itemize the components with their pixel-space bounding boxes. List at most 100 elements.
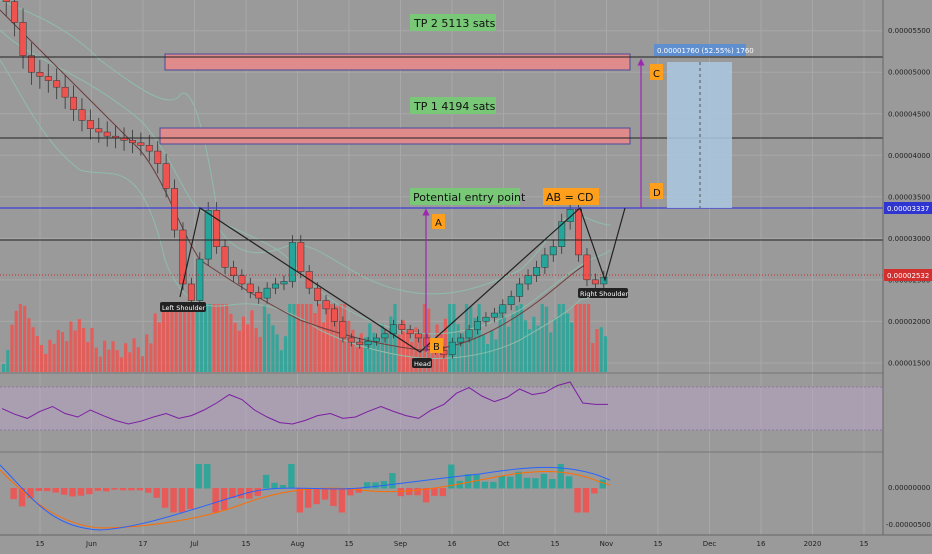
volume-bar [401,320,405,372]
volume-bar [347,320,351,372]
y-axis: 0.00005500 0.00005000 0.00004500 0.00004000… [888,27,930,367]
volume-bar [27,318,31,372]
macd-hist-bar [549,479,556,489]
y-tick-label: 0.00002000 [888,318,930,326]
volume-bar [237,330,241,372]
volume-bar [477,304,481,372]
macd-hist-bar [389,473,396,489]
volume-bar [565,313,570,372]
volume-bar [124,343,128,372]
volume-bar [355,347,359,372]
macd-line [0,464,611,531]
macd-hist-bar [422,488,430,503]
y-tick-label: 0.00001500 [888,359,930,367]
candle-body [406,329,414,335]
volume-bar [267,313,271,372]
volume-bar [140,356,145,372]
macd-hist-bar [599,479,606,489]
volume-bars [2,304,607,372]
volume-bar [393,304,397,372]
candle-body [339,321,347,339]
volume-bar [195,304,199,372]
volume-bar [283,336,288,372]
candle-body [272,283,280,289]
macd-hist-bar [439,488,447,497]
macd-hist-bar [161,488,169,508]
macd-hist-bar [212,488,219,513]
volume-bar [389,316,393,372]
macd-hist-bar [406,488,413,496]
volume-bar [90,327,94,372]
volume-bar [111,341,115,372]
macd-hist-bar [178,488,186,513]
x-tick-label: 16 [448,540,457,548]
macd-hist-bar [288,464,295,489]
candle-body [246,283,254,293]
volume-bar [204,304,208,372]
candle-body [95,128,103,133]
macd-hist-bar [321,488,329,500]
candle-body [137,142,145,146]
volume-bar [182,304,187,372]
macd-tick-zero: 0.00000000 [888,484,930,492]
volume-bar [418,336,422,372]
point-a-label: A [435,218,442,229]
macd-hist-bar [473,474,480,489]
volume-bar [170,304,174,372]
x-tick-label: Dec [703,540,717,548]
volume-bar [313,313,317,372]
candle-body [297,242,305,272]
point-d-label: D [653,188,661,199]
volume-bar [528,329,532,372]
candle-body [314,287,322,301]
candle-body [2,0,10,2]
volume-bar [166,304,170,372]
volume-bar [549,332,553,372]
volume-bar [603,336,607,372]
left-shoulder-label: Left Shoulder [162,304,206,312]
volume-bar [225,304,229,372]
candle-body [448,341,456,355]
candle-body [373,337,381,342]
volume-bar [81,328,86,372]
volume-bar [115,350,119,372]
volume-bar [18,304,23,372]
volume-bar [544,306,549,372]
volume-bar [431,338,435,372]
pattern-lines [179,206,626,353]
macd-hist-bar [507,476,514,489]
macd-hist-bar [591,488,598,494]
volume-bar [511,312,515,372]
volume-bar [136,347,140,372]
macd-hist-bar [35,488,43,491]
macd-hist-bar [86,488,93,495]
volume-bar [321,322,326,372]
point-c-label: C [653,69,660,80]
y-tick-label: 0.00003500 [888,193,930,201]
candle-body [499,304,507,314]
volume-bar [532,316,536,372]
macd-hist-bar [103,488,110,492]
x-tick-label: Aug [291,540,305,548]
volume-bar [220,304,225,372]
volume-bar [595,329,599,372]
candle-body [322,300,330,310]
volume-bar [128,352,132,372]
candle-body [280,281,288,285]
volume-bar [317,304,321,372]
y-tick-label: 0.00005000 [888,69,930,77]
candle-body [558,221,566,247]
candle-body [213,210,221,247]
candle-body [171,188,178,231]
macd-hist-bar [330,488,337,506]
volume-bar [469,306,473,372]
macd-hist-bar [170,488,177,513]
volume-bar [452,304,456,372]
candle-body [415,333,423,339]
macd-hist-bar [582,488,590,513]
candle-body [389,324,397,335]
volume-bar [187,304,191,372]
candle-body [19,22,27,56]
volume-bar [553,318,557,372]
x-tick-label: 15 [242,540,251,548]
